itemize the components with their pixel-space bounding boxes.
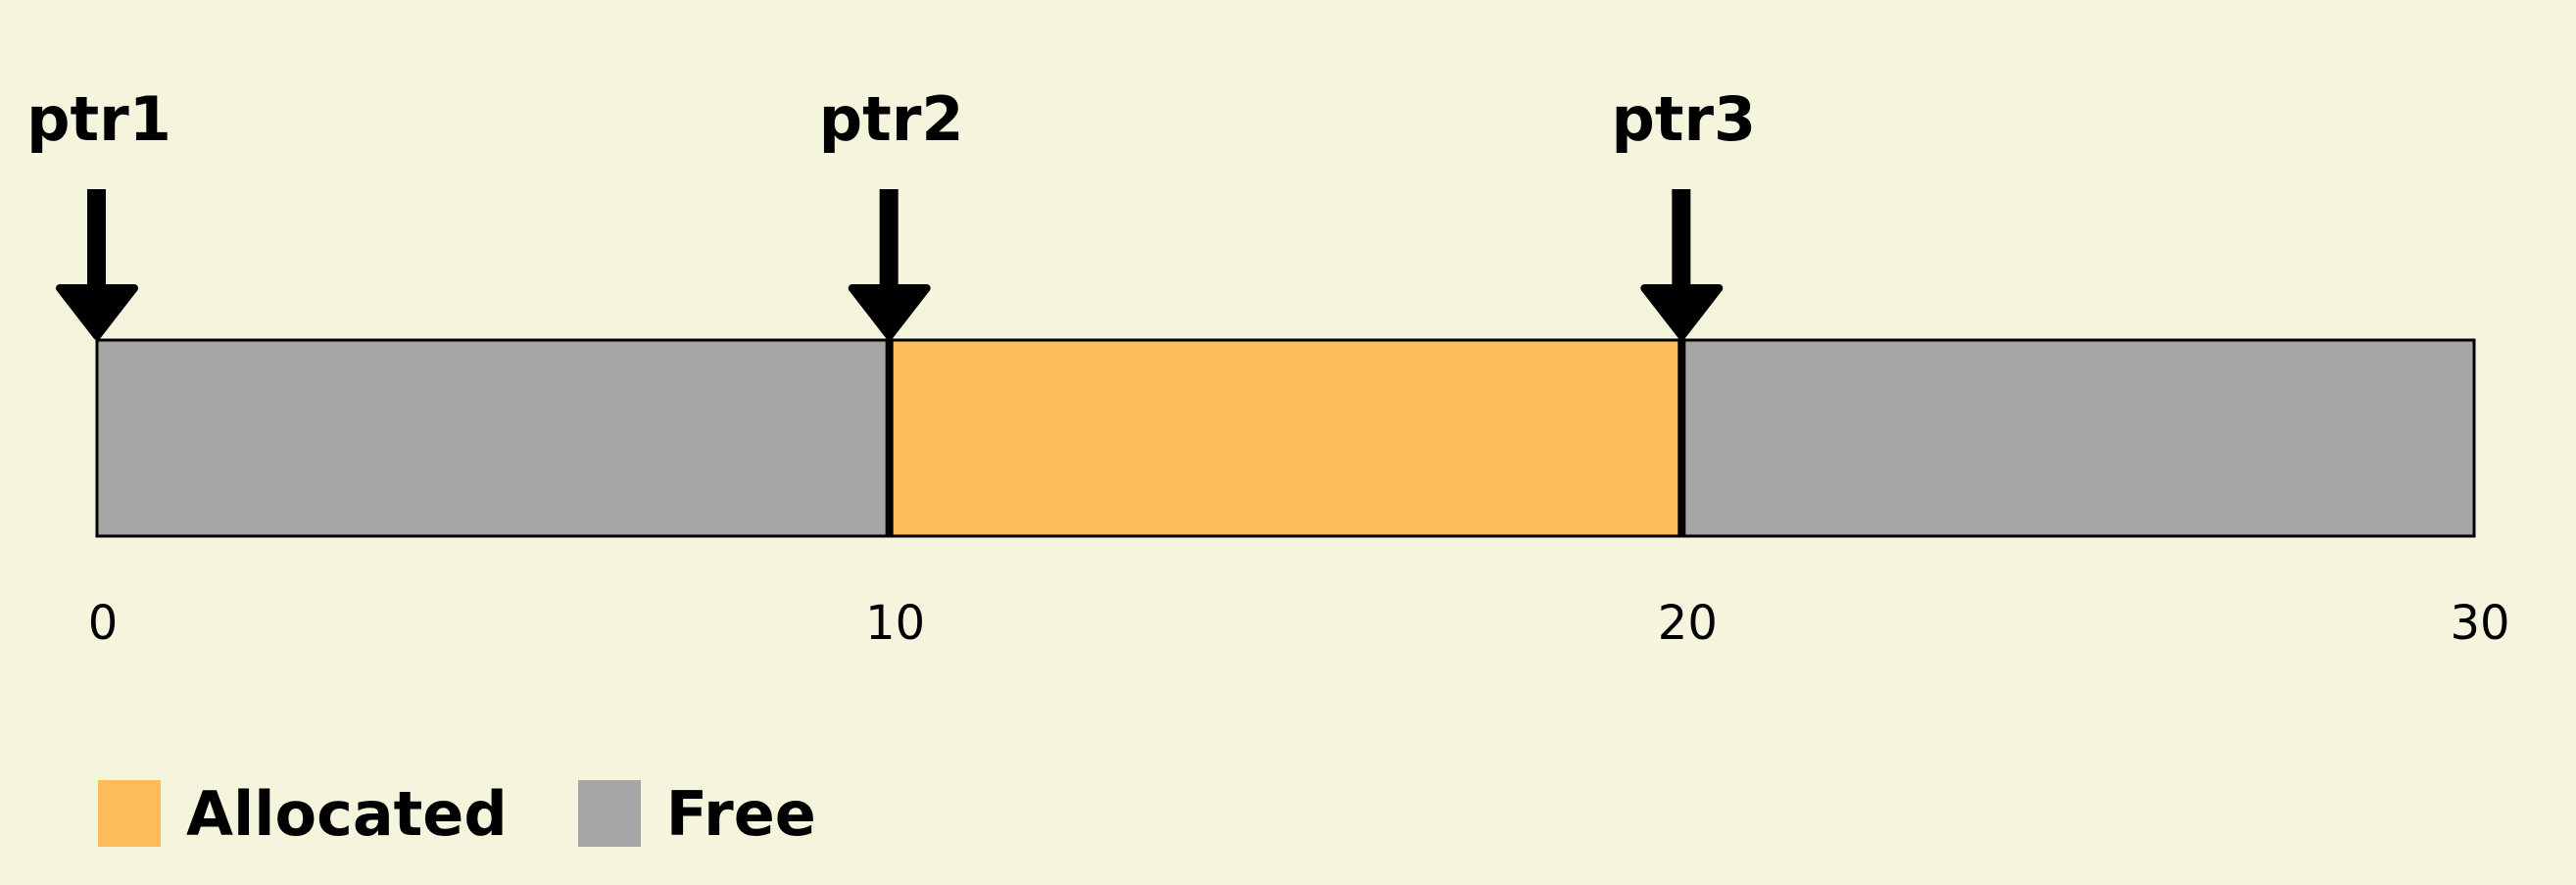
- pointer-arrow-shaft: [879, 189, 899, 289]
- pointer-arrowhead: [1640, 284, 1724, 340]
- pointer-ptr2: ptr2: [819, 83, 964, 340]
- tick-label: 10: [865, 596, 925, 651]
- legend: Allocated Free: [98, 776, 887, 851]
- pointers: ptr1 ptr2 ptr3: [26, 83, 1756, 340]
- tick-label: 0: [88, 596, 119, 651]
- pointer-arrowhead: [56, 284, 138, 340]
- legend-label-allocated: Allocated: [186, 777, 508, 850]
- tick-label: 30: [2450, 596, 2509, 651]
- legend-item-free: Free: [577, 777, 816, 850]
- legend-label-free: Free: [665, 777, 816, 850]
- memory-block-free: [1679, 338, 2476, 538]
- legend-swatch-free: [577, 780, 641, 847]
- pointer-label: ptr2: [819, 83, 964, 155]
- pointer-ptr3: ptr3: [1611, 83, 1756, 340]
- axis-ticks: 0 10 20 30: [88, 596, 2510, 651]
- legend-item-allocated: Allocated: [98, 778, 508, 850]
- memory-block-allocated: [888, 338, 1683, 538]
- pointer-arrow-shaft: [87, 189, 106, 289]
- tick-label: 20: [1658, 596, 1718, 651]
- memory-block-free: [95, 338, 892, 538]
- pointer-label: ptr3: [1611, 83, 1756, 155]
- memory-blocks: [95, 338, 2476, 538]
- pointer-ptr1: ptr1: [26, 83, 171, 340]
- pointer-arrow-shaft: [1672, 189, 1691, 289]
- pointer-label: ptr1: [26, 83, 171, 155]
- pointer-arrowhead: [848, 284, 931, 340]
- legend-swatch-allocated: [98, 780, 161, 847]
